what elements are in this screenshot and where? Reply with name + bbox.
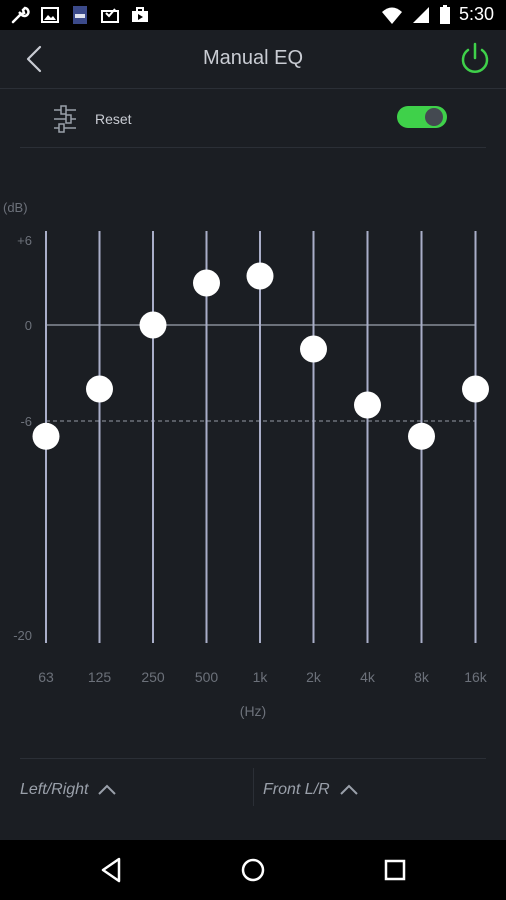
- sliders-icon[interactable]: [52, 104, 78, 134]
- band-knob-250[interactable]: [139, 311, 167, 339]
- freq-label-1k: 1k: [252, 669, 268, 685]
- freq-label-63: 63: [38, 669, 54, 685]
- bottom-divider: [20, 758, 486, 759]
- navigation-bar: [0, 840, 506, 900]
- reset-row: Reset: [0, 95, 506, 143]
- app-header: Manual EQ: [0, 30, 506, 88]
- front-lr-selector[interactable]: Front L/R: [263, 775, 358, 805]
- status-time: 5:30: [458, 4, 494, 24]
- reset-button[interactable]: Reset: [95, 111, 132, 127]
- band-knob-4k[interactable]: [354, 391, 381, 419]
- freq-label-2k: 2k: [306, 669, 321, 685]
- freq-label-125: 125: [87, 669, 112, 685]
- freq-label-500: 500: [194, 669, 219, 685]
- home-circle-icon[interactable]: [238, 855, 268, 885]
- db-tick-label: -20: [13, 628, 32, 643]
- db-tick-label: -6: [20, 414, 32, 429]
- power-icon[interactable]: [456, 40, 494, 78]
- recents-square-icon[interactable]: [380, 855, 410, 885]
- db-tick-label: +6: [17, 233, 32, 248]
- wifi-icon: [381, 7, 402, 24]
- eq-enable-toggle[interactable]: [397, 106, 447, 128]
- band-knob-63[interactable]: [32, 422, 60, 450]
- freq-label-4k: 4k: [360, 669, 375, 685]
- band-knob-16k[interactable]: [462, 375, 489, 403]
- db-unit-label: (dB): [3, 200, 28, 215]
- freq-label-16k: 16k: [464, 669, 487, 685]
- header-divider: [0, 88, 506, 89]
- sd-card-icon: [73, 6, 87, 24]
- band-knob-8k[interactable]: [408, 422, 435, 450]
- page-title: Manual EQ: [202, 47, 304, 69]
- back-triangle-icon[interactable]: [97, 855, 127, 885]
- briefcase-icon: [132, 7, 148, 22]
- hz-unit-label: (Hz): [239, 703, 267, 719]
- mail-check-icon: [101, 8, 119, 23]
- front-lr-label: Front L/R: [263, 781, 330, 798]
- wrench-icon: [11, 6, 30, 24]
- signal-icon: [412, 6, 429, 23]
- left-right-selector[interactable]: Left/Right: [20, 775, 117, 805]
- freq-label-250: 250: [141, 669, 165, 685]
- status-bar: 5:30: [0, 0, 506, 30]
- freq-label-8k: 8k: [414, 669, 429, 685]
- toggle-knob: [425, 108, 443, 126]
- band-knob-500[interactable]: [193, 269, 220, 297]
- reset-divider: [20, 147, 486, 148]
- db-tick-label: 0: [24, 318, 32, 333]
- image-icon: [41, 7, 59, 23]
- system-icons: 5:30: [381, 4, 494, 25]
- eq-sliders: [32, 231, 489, 643]
- left-right-label: Left/Right: [20, 781, 89, 798]
- selector-separator: [253, 768, 254, 806]
- band-knob-125[interactable]: [86, 375, 113, 403]
- band-knob-1k[interactable]: [246, 262, 274, 290]
- notification-icons: [10, 5, 150, 25]
- battery-icon: [439, 4, 450, 24]
- chevron-up-icon: [98, 784, 117, 795]
- band-knob-2k[interactable]: [300, 335, 327, 363]
- chevron-up-icon: [339, 784, 358, 795]
- equalizer: (dB) +6 0 -6 -20 63 125 250 500 1k 2k 4k 8k 16k …: [0, 150, 506, 750]
- chevron-left-icon[interactable]: [18, 42, 52, 76]
